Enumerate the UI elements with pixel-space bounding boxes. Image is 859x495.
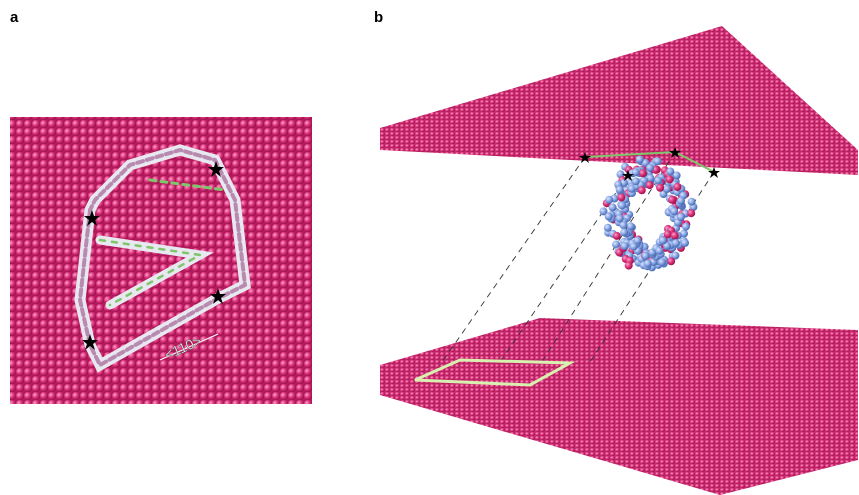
- atom: [627, 222, 635, 230]
- atom: [620, 228, 628, 236]
- atom: [612, 241, 620, 249]
- atom: [666, 175, 674, 183]
- atom: [605, 196, 613, 204]
- atom: [620, 221, 628, 229]
- atom: [625, 262, 633, 270]
- atom: [621, 242, 629, 250]
- atom: [656, 184, 664, 192]
- panel-label: a: [10, 9, 19, 26]
- atom: [666, 168, 674, 176]
- atom: [646, 181, 654, 189]
- atom: [630, 243, 638, 251]
- atom: [605, 213, 613, 221]
- atom: [654, 177, 662, 185]
- atom: [658, 258, 666, 266]
- atom: [667, 257, 675, 265]
- atom: [618, 202, 626, 210]
- figure: a <110> b: [0, 0, 859, 495]
- atom: [642, 252, 650, 260]
- atom: [670, 207, 678, 215]
- atom: [677, 213, 685, 221]
- atom: [644, 260, 652, 268]
- atom: [672, 239, 680, 247]
- atom: [616, 215, 624, 223]
- atom: [632, 168, 640, 176]
- atom: [639, 169, 647, 177]
- atom: [688, 198, 696, 206]
- atom: [632, 177, 640, 185]
- upper-plane: [380, 26, 858, 175]
- atom: [682, 223, 690, 231]
- atom: [681, 239, 689, 247]
- atom: [671, 232, 679, 240]
- atom: [636, 156, 644, 164]
- atom: [674, 183, 682, 191]
- atom: [638, 186, 646, 194]
- atom: [663, 185, 671, 193]
- atom: [617, 193, 625, 201]
- atom: [687, 209, 695, 217]
- atom: [613, 232, 621, 240]
- lower-plane: [380, 318, 858, 495]
- atom: [668, 196, 676, 204]
- atom-cluster: [600, 156, 698, 272]
- atom: [659, 237, 667, 245]
- page: a <110> b (() => { const data = JSON.par…: [0, 0, 859, 495]
- panel-label: b: [374, 9, 383, 26]
- atom: [677, 197, 685, 205]
- atom: [616, 186, 624, 194]
- atom: [604, 224, 612, 232]
- atom: [646, 164, 654, 172]
- atom: [609, 203, 617, 211]
- atom: [655, 247, 663, 255]
